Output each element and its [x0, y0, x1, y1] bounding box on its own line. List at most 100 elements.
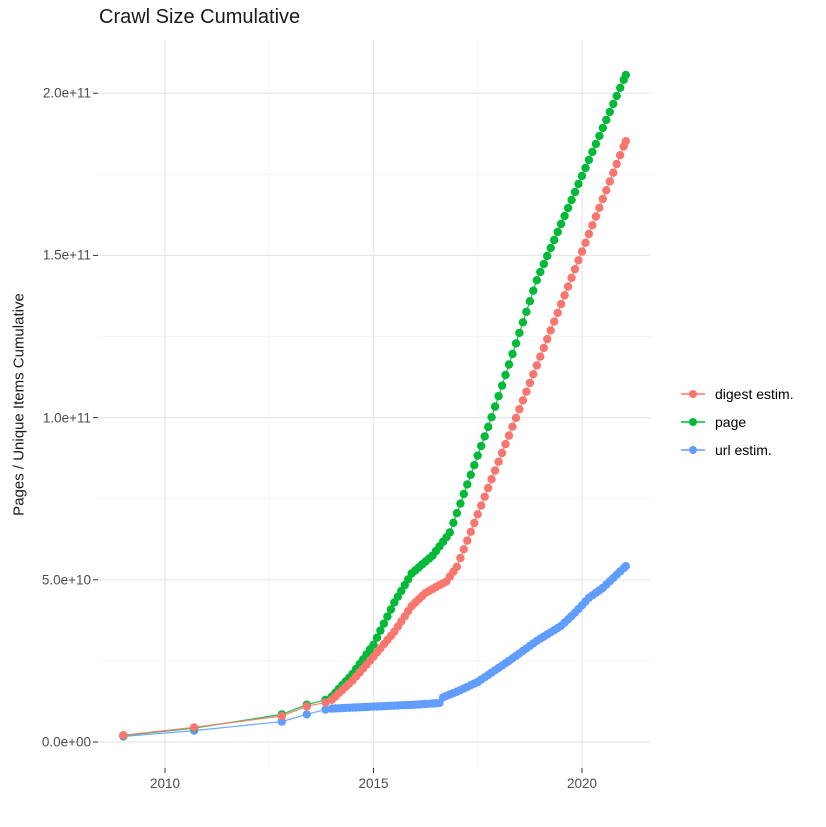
data-point-icon [595, 131, 604, 141]
legend-label: url estim. [715, 442, 772, 458]
data-point-icon [612, 159, 621, 169]
data-point-icon [598, 123, 607, 133]
series-points [119, 70, 630, 741]
data-point-icon [563, 282, 573, 291]
data-point-icon [501, 370, 510, 380]
data-point-icon [484, 483, 493, 493]
x-tick-label: 2010 [149, 776, 181, 791]
data-point-icon [321, 705, 330, 714]
data-point-icon [570, 187, 580, 197]
data-point-icon [470, 461, 479, 470]
data-point-icon [504, 431, 514, 440]
data-point-icon [445, 528, 455, 537]
legend-item-page: page [679, 408, 824, 436]
data-point-icon [574, 179, 583, 189]
data-point-icon [459, 545, 468, 554]
data-point-icon [379, 619, 389, 628]
data-point-icon [456, 499, 465, 508]
data-point-icon [518, 318, 528, 327]
series-digest-estim-points [119, 137, 630, 740]
data-point-icon [452, 562, 462, 571]
data-point-icon [518, 396, 528, 405]
data-point-icon [522, 387, 531, 396]
data-point-icon [543, 334, 552, 344]
data-point-icon [536, 267, 545, 277]
data-point-icon [480, 432, 489, 441]
data-point-icon [504, 360, 514, 369]
data-point-icon [621, 562, 630, 571]
data-point-icon [621, 137, 630, 146]
data-point-icon [190, 723, 199, 732]
data-point-icon [494, 457, 503, 466]
legend: digest estim. page url estim. [679, 380, 824, 464]
legend-key-page-icon [681, 418, 705, 426]
data-point-icon [501, 440, 510, 449]
data-point-icon [466, 527, 475, 536]
data-point-icon [470, 518, 479, 528]
data-point-icon [529, 370, 538, 379]
data-point-icon [584, 155, 594, 165]
data-point-icon [539, 259, 548, 269]
data-point-icon [616, 83, 625, 93]
data-point-icon [484, 422, 493, 431]
data-point-icon [621, 70, 630, 80]
axis-tick-marks [93, 92, 583, 773]
data-point-icon [302, 702, 311, 711]
data-point-icon [609, 99, 618, 109]
data-point-icon [612, 91, 621, 101]
legend-key-url-estim-icon [681, 446, 705, 454]
data-point-icon [456, 553, 465, 563]
data-point-icon [532, 361, 541, 370]
data-point-icon [581, 238, 590, 247]
data-point-icon [487, 475, 496, 484]
data-point-icon [602, 186, 611, 195]
data-point-icon [546, 326, 555, 335]
y-tick-label: 1.0e+11 [42, 410, 91, 426]
data-point-icon [581, 163, 590, 173]
data-point-icon [302, 710, 311, 719]
data-point-icon [595, 203, 604, 212]
data-point-icon [536, 352, 545, 361]
legend-label: digest estim. [715, 386, 794, 402]
data-point-icon [383, 612, 392, 621]
data-point-icon [522, 307, 531, 316]
y-axis-title: Pages / Unique Items Cumulative [10, 293, 28, 516]
data-point-icon [553, 308, 562, 318]
data-point-icon [550, 317, 559, 326]
data-point-icon [577, 171, 587, 181]
data-point-icon [477, 441, 486, 451]
data-point-icon [452, 509, 462, 518]
data-point-icon [119, 731, 128, 740]
data-point-icon [376, 626, 385, 635]
data-point-icon [588, 147, 597, 157]
data-point-icon [449, 518, 458, 527]
legend-key-digest-estim-icon [681, 390, 705, 398]
data-point-icon [529, 286, 538, 295]
data-point-icon [494, 391, 503, 401]
data-point-icon [473, 451, 482, 460]
data-point-icon [490, 466, 500, 475]
series-page-points [119, 70, 630, 740]
data-point-icon [525, 297, 535, 306]
data-point-icon [459, 489, 468, 499]
data-point-icon [511, 339, 521, 348]
data-point-icon [508, 349, 517, 359]
data-point-icon [386, 605, 396, 614]
data-point-icon [605, 107, 614, 117]
data-point-icon [473, 510, 482, 519]
data-point-icon [543, 251, 552, 261]
data-point-icon [560, 211, 569, 221]
data-point-icon [511, 413, 521, 423]
data-point-icon [598, 194, 607, 204]
data-point-icon [539, 343, 548, 353]
y-tick-label: 1.5e+11 [42, 247, 91, 263]
legend-item-url-estim: url estim. [679, 436, 824, 464]
data-point-icon [546, 243, 555, 253]
data-point-icon [609, 168, 618, 177]
y-tick-label: 2.0e+11 [42, 85, 91, 101]
y-tick-label: 0.0e+00 [41, 734, 91, 750]
data-point-icon [567, 195, 576, 205]
data-point-icon [490, 402, 500, 411]
